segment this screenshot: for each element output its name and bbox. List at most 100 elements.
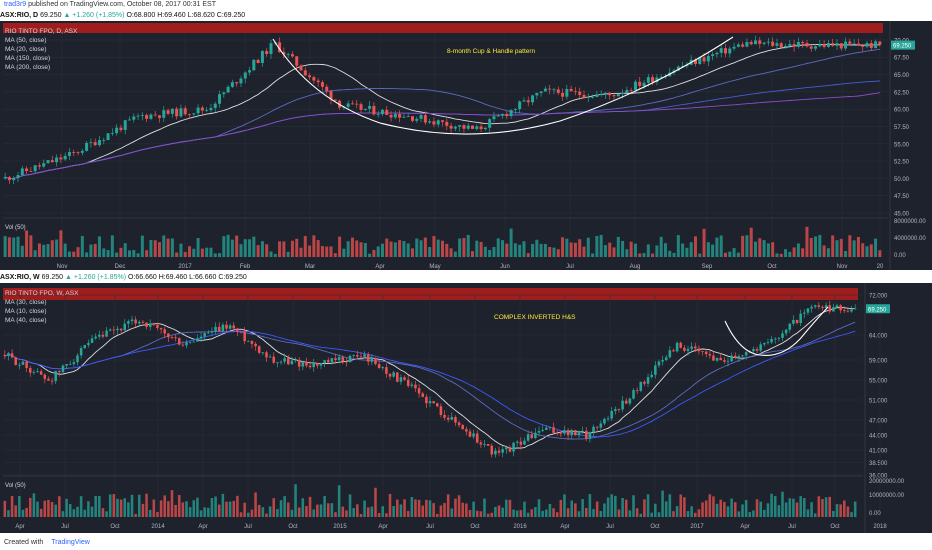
volume-bar [573, 242, 577, 257]
volume-bar [119, 499, 123, 517]
publisher-user-link[interactable]: trad3r9 [4, 1, 27, 8]
candle-body [3, 355, 7, 357]
volume-bar [719, 235, 723, 257]
volume-bar [784, 249, 788, 257]
candle-body [454, 416, 457, 423]
volume-bar [406, 243, 410, 257]
candle-body [20, 168, 24, 176]
candle-body [610, 411, 613, 419]
volume-bar [766, 503, 770, 517]
volume-bar [475, 510, 479, 517]
candle-body [483, 444, 486, 445]
candle-body [679, 342, 683, 348]
volume-bar [7, 237, 11, 257]
volume-bar [788, 251, 792, 257]
volume-bar [170, 238, 174, 257]
candle-body [239, 78, 243, 84]
volume-bar [839, 238, 843, 257]
volume-bar [599, 511, 603, 517]
volume-bar [415, 238, 419, 257]
volume-bar [445, 243, 449, 257]
y-tick-label: 67.50 [894, 56, 910, 62]
volume-bar [773, 495, 777, 517]
candle-body [185, 342, 188, 346]
daily-low: L:68.620 [187, 12, 215, 19]
volume-bar [465, 503, 468, 517]
candle-body [148, 323, 152, 327]
volume-bar [519, 510, 523, 517]
candle-body [175, 108, 179, 117]
candle-body [548, 427, 552, 429]
volume-bar [501, 507, 504, 517]
candle-body [265, 51, 269, 54]
volume-bar [25, 507, 28, 517]
volume-bar [156, 512, 159, 517]
weekly-change: ▲ +1.260 (+1.85%) [65, 274, 127, 281]
volume-bar [577, 511, 581, 517]
weekly-chart-panel[interactable]: 72.000 64.000 59.000 55.000 51.000 47.000 44.0… [0, 283, 932, 533]
volume-bar [848, 235, 852, 257]
candle-body [809, 46, 813, 49]
candle-body [723, 360, 726, 362]
candle-body [269, 43, 273, 54]
volume-bar [657, 512, 661, 517]
weekly-chart-svg[interactable]: 72.000 64.000 59.000 55.000 51.000 47.000 44.0… [0, 283, 932, 533]
candle-body [89, 142, 93, 143]
volume-bar [112, 494, 116, 517]
candle-body [719, 357, 722, 361]
volume-bar [515, 510, 519, 517]
candle-body [132, 116, 136, 120]
daily-chart-svg[interactable]: 70.0067.5065.0062.5060.0057.5055.0052.50… [0, 21, 932, 270]
candle-body [76, 152, 80, 154]
volume-bar [646, 494, 650, 517]
volume-bar [701, 502, 704, 517]
volume-bar [79, 496, 83, 517]
candle-body [123, 323, 127, 331]
daily-last-price: 69.250 [40, 12, 62, 19]
x-tick-label: Jul [566, 264, 574, 270]
volume-bar [330, 503, 334, 517]
candle-body [398, 113, 402, 118]
volume-bar [843, 500, 846, 517]
volume-bar [226, 234, 230, 257]
candle-body [130, 319, 134, 322]
candle-body [706, 55, 710, 62]
candle-body [359, 104, 363, 110]
candle-body [835, 43, 839, 46]
candle-body [188, 114, 192, 116]
volume-bar [779, 253, 783, 257]
resistance-band [3, 288, 858, 300]
candle-body [686, 348, 690, 351]
candle-body [337, 357, 341, 361]
volume-bar [90, 506, 94, 517]
volume-bar [846, 506, 850, 517]
candle-body [690, 346, 693, 349]
candle-body [46, 160, 50, 164]
candle-body [410, 116, 414, 121]
candle-body [348, 355, 352, 363]
candle-body [616, 93, 620, 97]
volume-bar [10, 496, 14, 517]
chart-background [0, 283, 932, 533]
footer-tradingview-link[interactable]: TradingView [51, 539, 90, 546]
candle-body [519, 441, 523, 445]
volume-bar [818, 234, 822, 257]
x-tick-label: Feb [240, 264, 251, 270]
volume-bar [312, 235, 316, 257]
volume-label: Vol (50) [5, 225, 26, 231]
volume-bar [483, 246, 487, 257]
daily-chart-panel[interactable]: 70.0067.5065.0062.5060.0057.5055.0052.50… [0, 21, 932, 270]
candle-body [453, 126, 457, 129]
volume-bar [578, 239, 582, 257]
volume-bar [526, 253, 530, 257]
volume-bar [758, 238, 762, 257]
candle-body [844, 41, 848, 49]
x-tick-label: Mar [305, 264, 315, 270]
volume-bar [308, 496, 312, 517]
volume-bar [754, 241, 758, 257]
candle-body [704, 351, 708, 355]
volume-bar [479, 511, 483, 517]
resistance-band [3, 23, 883, 33]
weekly-low: L:66.660 [189, 274, 217, 281]
volume-bar [799, 496, 802, 517]
